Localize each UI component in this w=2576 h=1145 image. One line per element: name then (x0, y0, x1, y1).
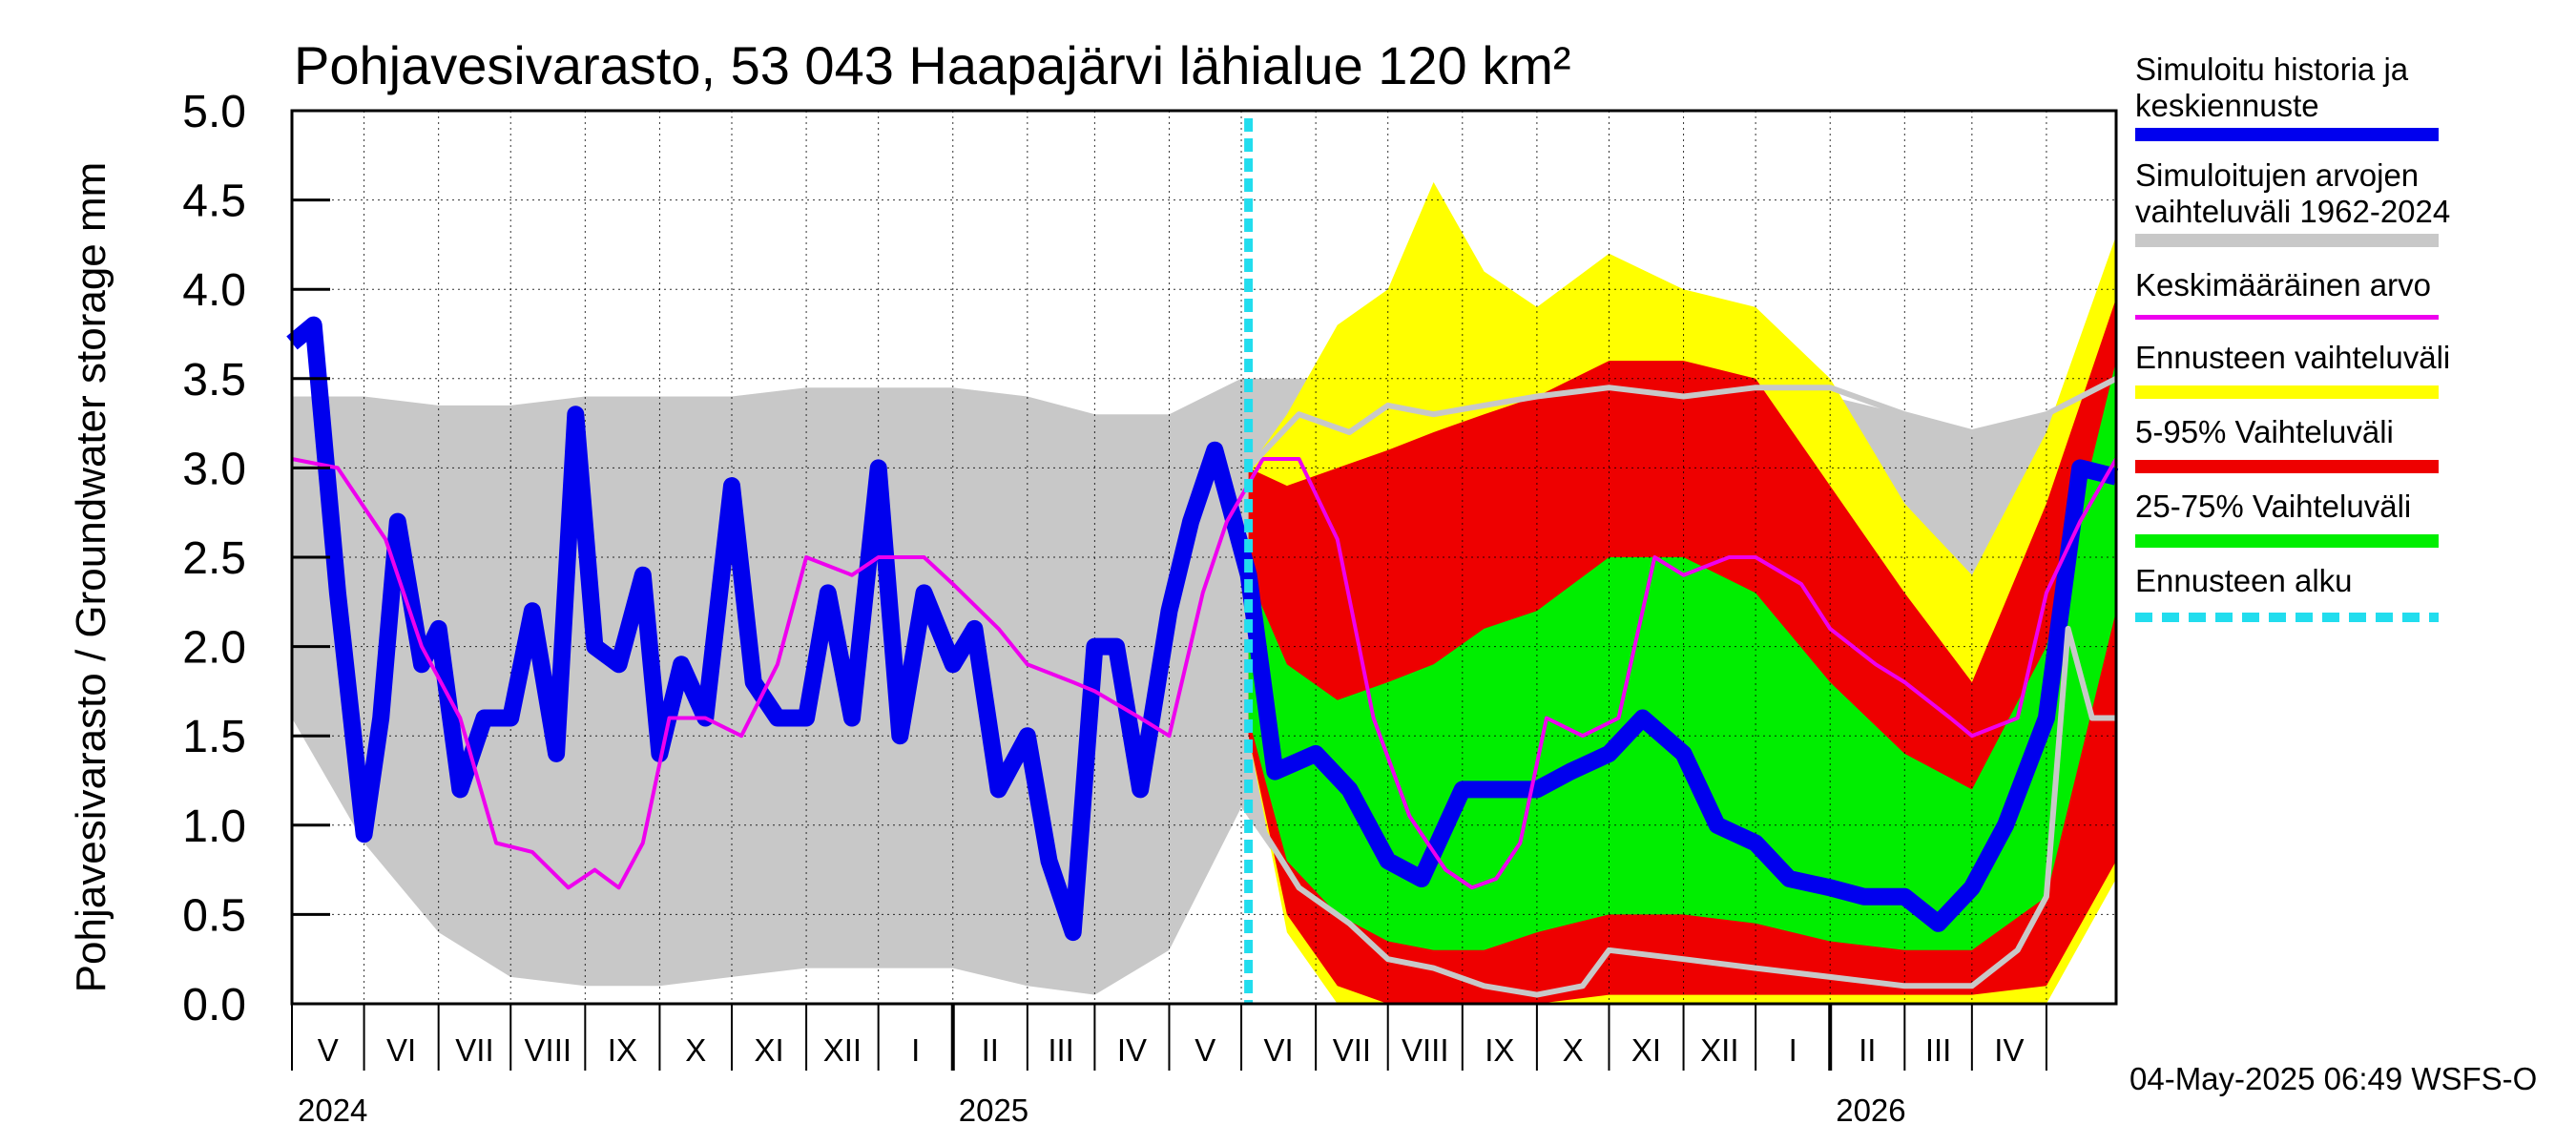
legend-item-forecast-range: Ennusteen vaihteluväli (2135, 340, 2555, 399)
x-month-label: X (685, 1032, 706, 1068)
x-month-label: XI (1631, 1032, 1661, 1068)
line-layer (286, 118, 2119, 1004)
y-tick-label: 0.5 (182, 890, 246, 941)
axis-layer: 0.00.51.01.52.02.53.03.54.04.55.0V VI VII V… (182, 87, 2118, 1128)
x-month-label: XI (754, 1032, 783, 1068)
x-month-label: I (911, 1032, 920, 1068)
x-month-label: IV (1117, 1032, 1147, 1068)
series-simuloitu-historia-ja-keskiennuste (286, 316, 2119, 942)
series-simuloitujen-arvojen-vaihteluv-li-1962-2024-max- (1246, 376, 2118, 470)
y-tick-label: 2.5 (182, 533, 246, 584)
y-tick-label: 3.5 (182, 355, 246, 406)
x-month-label: X (1563, 1032, 1584, 1068)
timestamp-label: 04-May-2025 06:49 WSFS-O (2129, 1061, 2538, 1096)
x-month-label: VI (386, 1032, 416, 1068)
legend-label: Simuloitujen arvojen vaihteluväli 1962-20… (2135, 157, 2451, 229)
x-year-label: 2024 (298, 1093, 367, 1128)
x-month-label: III (1048, 1032, 1074, 1068)
x-month-label: VII (1333, 1032, 1371, 1068)
x-month-label: II (1859, 1032, 1876, 1068)
y-tick-label: 1.0 (182, 802, 246, 852)
legend-label: Ennusteen vaihteluväli (2135, 340, 2451, 375)
legend-item-simulated-range: Simuloitujen arvojen vaihteluväli 1962-20… (2135, 157, 2555, 247)
legend-swatch (2135, 460, 2439, 473)
x-month-label: IV (1994, 1032, 2024, 1068)
x-month-label: I (1789, 1032, 1797, 1068)
y-tick-label: 4.5 (182, 177, 246, 227)
y-axis-label: Pohjavesivarasto / Groundwater storage m… (68, 161, 114, 993)
legend-swatch (2135, 128, 2439, 141)
grid-layer (292, 110, 2116, 1005)
x-month-label: VIII (1402, 1032, 1449, 1068)
y-tick-label: 4.0 (182, 265, 246, 316)
chart-title: Pohjavesivarasto, 53 043 Haapajärvi lähi… (294, 35, 1571, 95)
legend-swatch (2135, 534, 2439, 548)
legend-item-forecast-start: Ennusteen alku (2135, 563, 2555, 622)
y-tick-label: 0.0 (182, 980, 246, 1030)
x-month-label: VII (455, 1032, 493, 1068)
x-month-label: III (1925, 1032, 1952, 1068)
x-month-label: V (318, 1032, 339, 1068)
legend-label: Ennusteen alku (2135, 563, 2353, 598)
legend-swatch (2135, 315, 2439, 320)
legend-item-simulated-history: Simuloitu historia ja keskiennuste (2135, 52, 2555, 141)
x-month-label: IX (608, 1032, 637, 1068)
legend-label: 5-95% Vaihteluväli (2135, 414, 2394, 449)
legend-swatch (2135, 234, 2439, 247)
legend-label: 25-75% Vaihteluväli (2135, 489, 2412, 524)
legend-swatch (2135, 385, 2439, 399)
y-tick-label: 1.5 (182, 712, 246, 762)
y-tick-label: 5.0 (182, 87, 246, 137)
legend-swatch (2135, 613, 2439, 622)
x-year-label: 2025 (959, 1093, 1028, 1128)
series-simuloitujen-arvojen-vaihteluv-li-1962-2024-min- (1246, 625, 2116, 998)
legend-item-5-95: 5-95% Vaihteluväli (2135, 414, 2555, 473)
x-month-label: VIII (525, 1032, 572, 1068)
y-tick-label: 2.0 (182, 623, 246, 674)
x-month-label: XII (823, 1032, 862, 1068)
x-month-label: VI (1263, 1032, 1293, 1068)
x-month-label: II (982, 1032, 999, 1068)
series-keskim-r-inen-arvo (291, 457, 2118, 890)
x-year-label: 2026 (1836, 1093, 1905, 1128)
y-tick-label: 3.0 (182, 444, 246, 494)
x-month-label: XII (1700, 1032, 1738, 1068)
legend-label: Keskimääräinen arvo (2135, 267, 2431, 302)
legend-item-25-75: 25-75% Vaihteluväli (2135, 489, 2555, 548)
legend-item-mean: Keskimääräinen arvo (2135, 267, 2555, 320)
x-month-label: V (1195, 1032, 1215, 1068)
x-month-label: IX (1485, 1032, 1514, 1068)
legend-label: Simuloitu historia ja keskiennuste (2135, 52, 2409, 123)
